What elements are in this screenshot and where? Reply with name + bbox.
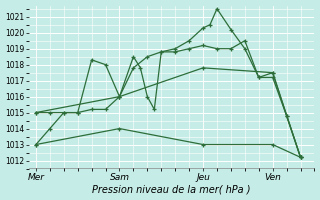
X-axis label: Pression niveau de la mer( hPa ): Pression niveau de la mer( hPa ) (92, 184, 251, 194)
